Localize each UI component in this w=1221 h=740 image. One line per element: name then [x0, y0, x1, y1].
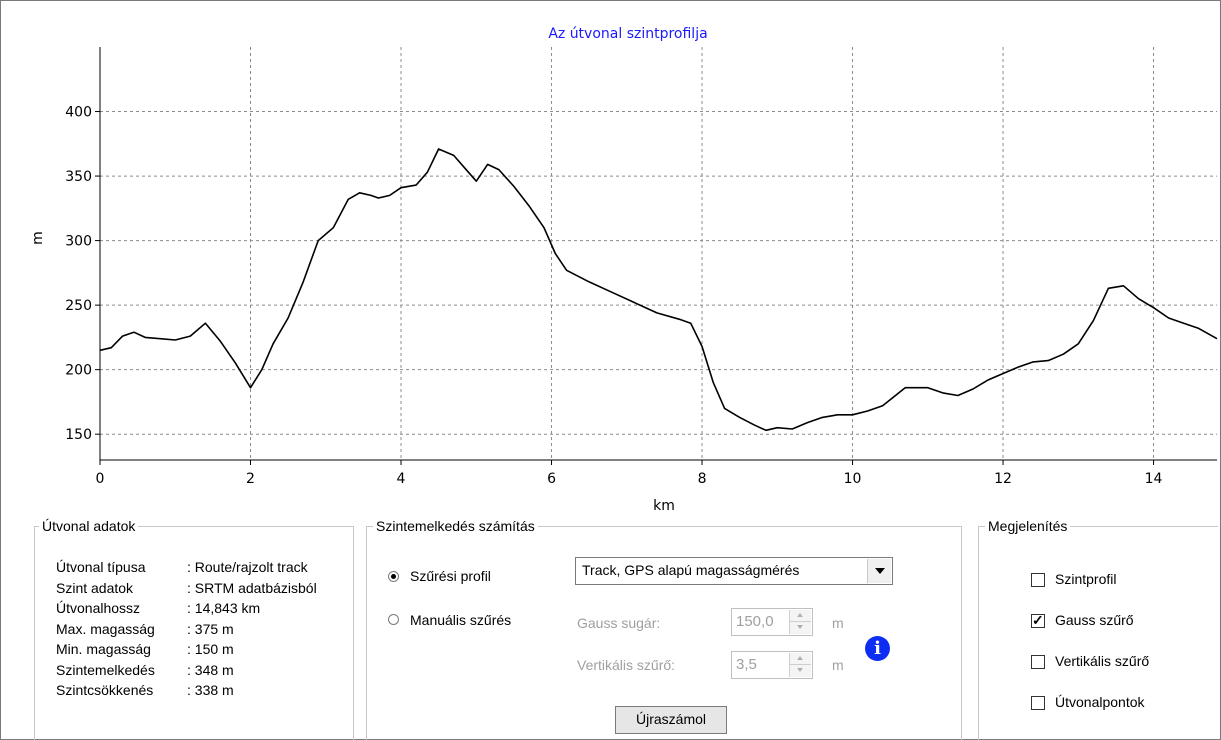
y-axis-label: m — [30, 231, 46, 245]
x-tick-label: 14 — [1145, 471, 1163, 487]
elevation-line — [99, 148, 1218, 432]
display-option-checkbox[interactable] — [1031, 655, 1045, 669]
elevation-calc-title: Szintemelkedés számítás — [373, 517, 538, 535]
route-field-value: : 348 m — [187, 661, 234, 678]
x-tick-label: 4 — [397, 471, 406, 487]
route-field-value: : SRTM adatbázisból — [187, 579, 317, 596]
display-option-label[interactable]: Szintprofil — [1055, 571, 1117, 587]
x-axis-label: km — [653, 498, 675, 514]
y-tick-label: 250 — [65, 298, 92, 314]
route-data-group: Útvonal adatok — [34, 517, 354, 740]
series-group — [99, 148, 1218, 432]
y-tick-label: 150 — [65, 427, 92, 443]
route-field-value: : 150 m — [187, 641, 234, 657]
vertical-filter-label: Vertikális szűrő: — [577, 657, 676, 673]
spin-down-icon[interactable] — [789, 622, 811, 634]
filter-profile-radio[interactable] — [388, 571, 399, 582]
y-tick-label: 300 — [65, 234, 92, 250]
spin-up-icon[interactable] — [789, 610, 811, 622]
route-field-value: : 14,843 km — [187, 600, 261, 616]
filter-profile-label[interactable]: Szűrési profil — [410, 568, 491, 584]
x-tick-label: 6 — [547, 471, 556, 487]
display-option-label[interactable]: Gauss szűrő — [1055, 612, 1134, 628]
x-tick-label: 12 — [994, 471, 1012, 487]
y-tick-label: 400 — [65, 105, 92, 121]
elevation-profile-chart: Az útvonal szintprofilja 150 200 250 300 350… — [30, 26, 1218, 514]
vertical-filter-spinner[interactable]: 3,5 — [731, 651, 813, 679]
gauss-radius-spinner[interactable]: 150,0 — [731, 608, 813, 636]
spin-down-icon[interactable] — [789, 665, 811, 677]
spin-up-icon[interactable] — [789, 653, 811, 665]
recalculate-button[interactable]: Újraszámol — [615, 706, 727, 734]
vertical-filter-unit: m — [832, 657, 844, 673]
gauss-radius-value: 150,0 — [736, 613, 774, 630]
gauss-radius-unit: m — [832, 615, 844, 631]
x-tick-label: 2 — [246, 471, 255, 487]
display-option-label[interactable]: Vertikális szűrő — [1055, 653, 1150, 669]
route-field-label: Max. magasság — [56, 620, 155, 637]
y-tick-label: 200 — [65, 363, 92, 379]
chevron-down-icon[interactable] — [867, 559, 891, 583]
chart-title: Az útvonal szintprofilja — [548, 26, 707, 42]
y-tick-labels: 150 200 250 300 350 400 — [65, 105, 92, 444]
route-field-label: Szintcsökkenés — [56, 682, 154, 698]
route-field-label: Szintemelkedés — [56, 661, 155, 678]
x-tick-label: 10 — [844, 471, 862, 487]
checkmark-icon: ✓ — [1032, 612, 1044, 628]
display-option-checkbox[interactable]: ✓ — [1031, 612, 1045, 628]
chart-grid — [100, 47, 1217, 460]
display-option-checkbox[interactable] — [1031, 573, 1045, 587]
x-tick-label: 8 — [698, 471, 707, 487]
display-option-label[interactable]: Útvonalpontok — [1055, 694, 1145, 710]
display-group: Megjelenítés — [978, 517, 1218, 740]
route-field-label: Útvonalhossz — [56, 600, 141, 616]
display-title: Megjelenítés — [985, 517, 1071, 535]
route-field-value: : 338 m — [187, 682, 234, 698]
manual-filter-label[interactable]: Manuális szűrés — [410, 612, 512, 628]
route-field-label: Útvonal típusa — [56, 559, 146, 575]
route-field-value: : 375 m — [187, 620, 234, 637]
info-icon[interactable]: i — [865, 636, 890, 661]
route-field-label: Szint adatok — [56, 579, 134, 596]
chart-axes — [95, 47, 1217, 465]
x-tick-label: 0 — [96, 471, 105, 487]
filter-profile-select[interactable]: Track, GPS alapú magasságmérés — [575, 557, 893, 585]
elevation-calc-group: Szintemelkedés számítás — [366, 517, 962, 740]
route-field-label: Min. magasság — [56, 641, 151, 657]
display-option-checkbox[interactable] — [1031, 696, 1045, 710]
manual-filter-radio[interactable] — [388, 614, 399, 625]
filter-profile-value: Track, GPS alapú magasságmérés — [582, 562, 800, 578]
x-tick-labels: 0 2 4 6 8 10 12 14 — [96, 471, 1163, 487]
route-field-value: : Route/rajzolt track — [187, 559, 308, 575]
vertical-filter-value: 3,5 — [736, 656, 757, 673]
gauss-radius-label: Gauss sugár: — [577, 615, 661, 631]
y-tick-label: 350 — [65, 169, 92, 185]
route-data-title: Útvonal adatok — [39, 517, 139, 535]
